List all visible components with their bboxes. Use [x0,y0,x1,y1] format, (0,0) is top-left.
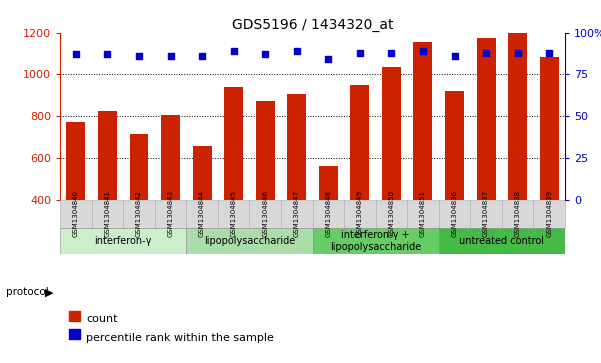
Point [166,53,175,59]
Bar [470,200,502,228]
Bar [313,200,344,228]
Bar [161,115,180,283]
Text: GSM1304839: GSM1304839 [546,190,552,237]
Bar [281,200,313,228]
Text: GSM1304843: GSM1304843 [168,190,174,237]
Bar [287,94,306,283]
Text: protocol: protocol [6,287,49,297]
Bar [445,91,464,283]
Bar [534,200,565,228]
Text: GSM1304842: GSM1304842 [136,190,142,237]
Bar [256,102,275,283]
Text: GSM1304837: GSM1304837 [483,190,489,237]
Bar [186,228,313,254]
Point [134,53,144,59]
Bar [123,200,155,228]
Bar [66,122,85,283]
Title: GDS5196 / 1434320_at: GDS5196 / 1434320_at [232,18,393,32]
Text: GSM1304840: GSM1304840 [73,190,79,237]
Bar [502,200,534,228]
Text: GSM1304845: GSM1304845 [231,190,237,237]
Bar [540,57,558,283]
Point [103,52,112,57]
Text: GSM1304844: GSM1304844 [199,190,205,237]
Bar [313,228,439,254]
Point [71,52,81,57]
Text: GSM1304849: GSM1304849 [357,190,363,237]
Text: untreated control: untreated control [459,236,545,246]
Bar [439,200,470,228]
Point [197,53,207,59]
Point [292,48,302,54]
Bar [376,200,407,228]
Bar [60,228,186,254]
Point [418,48,428,54]
Point [386,50,396,56]
Bar [382,67,401,283]
Point [450,53,459,59]
Text: GSM1304836: GSM1304836 [451,190,457,237]
Bar [224,87,243,283]
Text: percentile rank within the sample: percentile rank within the sample [86,333,274,343]
Bar [319,166,338,283]
Point [323,57,333,62]
Text: interferon-γ +
lipopolysaccharide: interferon-γ + lipopolysaccharide [330,230,421,252]
Bar [508,33,527,283]
Text: count: count [86,314,117,325]
Bar [413,42,432,283]
Bar [477,38,495,283]
Bar [350,85,369,283]
Point [260,52,270,57]
Text: interferon-γ: interferon-γ [94,236,152,246]
Bar [218,200,249,228]
Bar [439,228,565,254]
Point [545,50,554,56]
Point [229,48,239,54]
Point [355,50,365,56]
Bar [407,200,439,228]
Text: lipopolysaccharide: lipopolysaccharide [204,236,295,246]
Bar [192,146,212,283]
Text: GSM1304847: GSM1304847 [294,190,300,237]
Text: ▶: ▶ [45,287,53,297]
Bar [155,200,186,228]
Bar [344,200,376,228]
Text: GSM1304850: GSM1304850 [388,190,394,237]
Bar [60,200,91,228]
Text: GSM1304846: GSM1304846 [262,190,268,237]
Point [513,50,522,56]
Text: GSM1304838: GSM1304838 [514,190,520,237]
Bar [91,200,123,228]
Bar [249,200,281,228]
Point [481,50,491,56]
Bar [129,134,148,283]
Text: GSM1304848: GSM1304848 [325,190,331,237]
Text: GSM1304841: GSM1304841 [105,190,111,237]
Bar [186,200,218,228]
Text: GSM1304851: GSM1304851 [420,190,426,237]
Bar [98,111,117,283]
